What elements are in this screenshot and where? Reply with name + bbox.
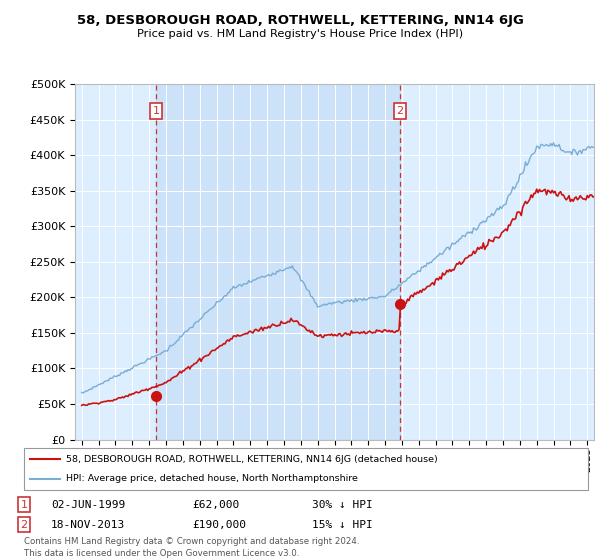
Text: 1: 1 [153, 106, 160, 116]
Text: Contains HM Land Registry data © Crown copyright and database right 2024.
This d: Contains HM Land Registry data © Crown c… [24, 537, 359, 558]
Text: 1: 1 [20, 500, 28, 510]
Text: 2: 2 [20, 520, 28, 530]
Text: £190,000: £190,000 [192, 520, 246, 530]
Text: £62,000: £62,000 [192, 500, 239, 510]
Text: 58, DESBOROUGH ROAD, ROTHWELL, KETTERING, NN14 6JG: 58, DESBOROUGH ROAD, ROTHWELL, KETTERING… [77, 14, 523, 27]
Bar [156, 84, 400, 440]
Text: 15% ↓ HPI: 15% ↓ HPI [312, 520, 373, 530]
Text: 58, DESBOROUGH ROAD, ROTHWELL, KETTERING, NN14 6JG (detached house): 58, DESBOROUGH ROAD, ROTHWELL, KETTERING… [66, 455, 438, 464]
Text: 2: 2 [397, 106, 403, 116]
Text: Price paid vs. HM Land Registry's House Price Index (HPI): Price paid vs. HM Land Registry's House … [137, 29, 463, 39]
Text: HPI: Average price, detached house, North Northamptonshire: HPI: Average price, detached house, Nort… [66, 474, 358, 483]
Text: 30% ↓ HPI: 30% ↓ HPI [312, 500, 373, 510]
Text: 02-JUN-1999: 02-JUN-1999 [51, 500, 125, 510]
Text: 18-NOV-2013: 18-NOV-2013 [51, 520, 125, 530]
